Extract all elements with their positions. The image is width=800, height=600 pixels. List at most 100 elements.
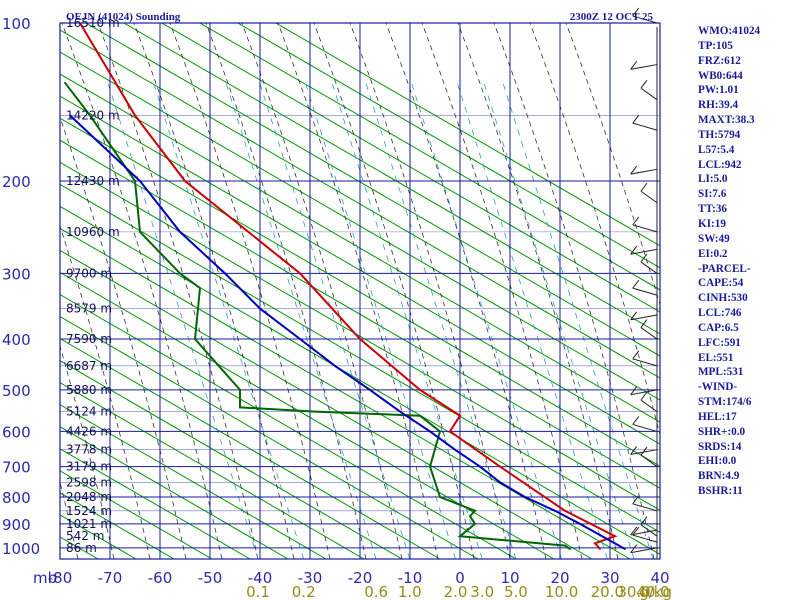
series-point-temperature	[299, 272, 301, 275]
index-entry: TT:36	[698, 203, 728, 216]
mixing-ratio-lines	[107, 82, 654, 559]
series-point-parcel	[429, 430, 431, 433]
index-entry: PW:1.01	[698, 84, 739, 97]
wind-barb	[630, 529, 658, 536]
dry-adiabat	[60, 271, 555, 559]
dry-adiabat	[60, 315, 479, 559]
wind-barb	[630, 449, 658, 455]
series-point-dewpoint	[134, 180, 136, 182]
series-point-dewpoint	[139, 230, 141, 233]
mixing-ratio-line	[259, 82, 411, 559]
index-entry: CAP:6.5	[698, 321, 739, 334]
index-entry: KI:19	[698, 217, 726, 230]
dry-adiabat	[60, 249, 593, 559]
dry-adiabat	[60, 73, 660, 423]
height-label: 10960 m	[66, 225, 120, 239]
wind-barb	[632, 534, 658, 543]
moist-adiabat	[457, 23, 619, 559]
wind-barb	[640, 87, 658, 101]
pressure-tick-label: 900	[2, 516, 31, 534]
wind-barb-flag	[630, 61, 638, 70]
mixing-ratio-line	[305, 82, 456, 559]
mixing-ratio-label: 1.0	[398, 583, 422, 600]
index-entry: TP:105	[698, 39, 733, 52]
index-entry: BSHR:11	[698, 485, 743, 498]
wind-barb-flag	[630, 245, 638, 255]
temperature-tick-label: -60	[148, 569, 173, 587]
moist-adiabat	[277, 23, 439, 559]
wind-barb-flag	[630, 386, 638, 395]
series-point-dewpoint	[194, 338, 196, 340]
dry-adiabat	[60, 139, 660, 489]
series-point-parcel	[334, 364, 336, 367]
dry-adiabat	[60, 382, 365, 559]
series-point-dewpoint	[419, 414, 421, 417]
series-point-temperature	[499, 465, 501, 468]
wind-barb	[632, 503, 658, 512]
dry-adiabat	[60, 183, 660, 533]
moist-adiabat	[169, 23, 331, 559]
series-point-dewpoint	[314, 410, 316, 413]
series-point-parcel	[224, 272, 226, 275]
series-point-parcel	[259, 307, 261, 310]
wind-barbs	[630, 7, 658, 559]
series-point-parcel	[139, 180, 141, 182]
series-point-parcel	[479, 465, 481, 468]
moist-adiabat	[493, 23, 655, 559]
series-point-temperature	[359, 338, 361, 340]
wind-barb-flag	[632, 7, 640, 17]
mixing-ratio-line	[153, 82, 305, 559]
series-point-dewpoint	[439, 430, 441, 433]
series-point-temperature	[79, 23, 81, 24]
wind-barb-flag	[632, 526, 640, 536]
pressure-tick-label: 1000	[2, 540, 40, 558]
wind-barb	[632, 15, 658, 24]
mixing-ratio-unit: g/kg	[639, 583, 672, 600]
temperature-tick-label: 30	[600, 569, 619, 587]
index-entry: SHR+:0.0	[698, 425, 746, 438]
temperature-tick-label: 10	[500, 569, 519, 587]
dry-adiabat	[60, 95, 660, 445]
dry-adiabat	[60, 338, 441, 559]
moist-adiabat	[421, 23, 583, 559]
series-point-temperature	[184, 180, 186, 182]
series-point-parcel	[299, 338, 301, 340]
index-entry: CAPE:54	[698, 277, 744, 290]
index-entry: MPL:531	[698, 366, 744, 379]
mixing-ratio-label: 5.0	[504, 583, 528, 600]
series-parcel	[69, 114, 626, 550]
dry-adiabat	[274, 23, 660, 247]
mixing-ratio-label: 20.0	[591, 583, 624, 600]
series-lines	[64, 23, 626, 550]
dry-adiabat	[236, 23, 660, 269]
wind-barb-flag	[640, 79, 648, 89]
series-point-dewpoint	[569, 548, 571, 550]
dry-adiabat	[60, 426, 289, 559]
moist-adiabat	[61, 23, 223, 559]
pressure-tick-label: 800	[2, 489, 31, 507]
moist-adiabat	[60, 224, 151, 559]
dry-adiabat	[60, 227, 631, 559]
wind-barb	[630, 168, 658, 175]
moist-adiabat	[60, 116, 187, 559]
index-entry: SI:7.6	[698, 188, 727, 201]
wind-barb-flag	[640, 446, 648, 456]
wind-barb	[640, 261, 658, 274]
mixing-ratio-label: 0.6	[364, 583, 388, 600]
wind-barb-flag	[632, 416, 640, 425]
moist-adiabat	[60, 344, 115, 559]
series-point-parcel	[399, 410, 401, 413]
temperature-tick-label: -70	[98, 569, 123, 587]
temperature-tick-label: -10	[398, 569, 423, 587]
pressure-tick-label: 200	[2, 173, 31, 191]
dry-adiabat	[122, 23, 660, 335]
series-point-dewpoint	[239, 388, 241, 391]
series-point-parcel	[454, 448, 456, 451]
wind-barb-flag	[632, 350, 640, 360]
temperature-tick-label: 40	[650, 569, 669, 587]
index-entry: BRN:4.9	[698, 470, 740, 483]
dry-adiabat	[60, 29, 660, 379]
